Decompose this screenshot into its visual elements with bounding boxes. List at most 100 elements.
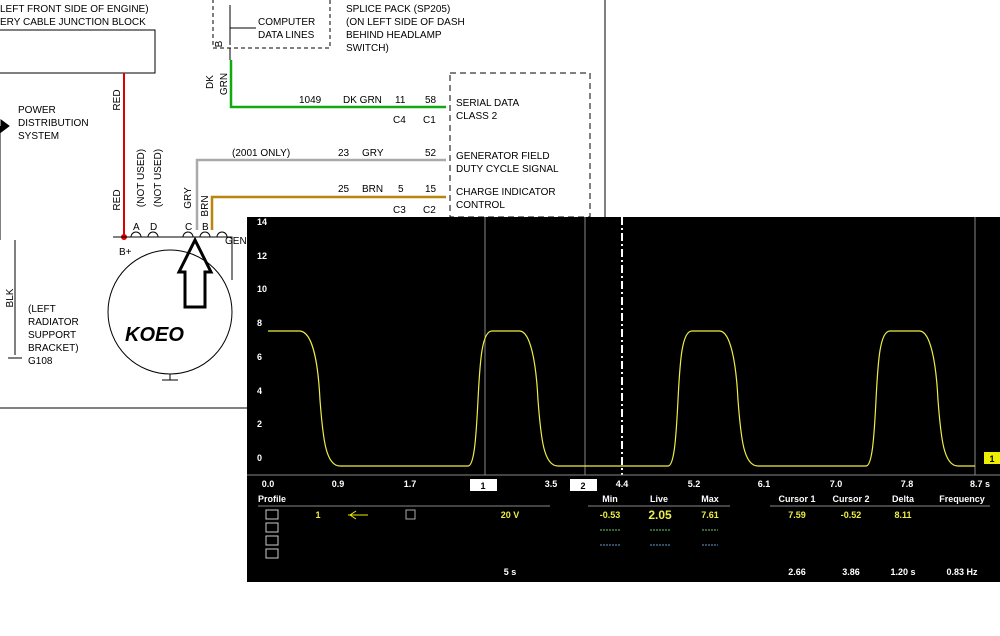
cell: -0.52 xyxy=(841,510,862,520)
label: BEHIND HEADLAMP xyxy=(346,30,442,41)
connector xyxy=(182,231,194,238)
cell: -0.53 xyxy=(600,510,621,520)
label: C xyxy=(185,222,192,233)
cell: 7.59 xyxy=(788,510,806,520)
label: COMPUTER xyxy=(258,17,315,28)
cursor-marker xyxy=(570,479,597,491)
connector xyxy=(199,231,211,238)
label: LEFT FRONT SIDE OF ENGINE) xyxy=(0,4,149,15)
label: DK GRN xyxy=(343,95,382,106)
cell: 20 V xyxy=(501,510,520,520)
label: DATA LINES xyxy=(258,30,315,41)
label: SYSTEM xyxy=(18,131,59,142)
label: CONTROL xyxy=(456,200,505,211)
cell: 1.20 s xyxy=(890,567,915,577)
label: (NOT USED) xyxy=(136,149,147,207)
arrow xyxy=(176,236,214,309)
generator-box xyxy=(113,236,233,280)
label: (ON LEFT SIDE OF DASH xyxy=(346,17,465,28)
annotation: KOEO xyxy=(125,324,184,346)
cell: 2.05 xyxy=(648,508,672,522)
junction-block xyxy=(0,29,156,74)
brown-wire xyxy=(210,195,446,230)
label: DUTY CYCLE SIGNAL xyxy=(456,164,559,175)
label: GRN xyxy=(219,73,230,95)
column-header: Cursor 2 xyxy=(832,494,869,504)
cell: 2.66 xyxy=(788,567,806,577)
label: (NOT USED) xyxy=(153,149,164,207)
label: C4 xyxy=(393,115,406,126)
cell: 3.86 xyxy=(842,567,860,577)
label: RED xyxy=(112,189,123,210)
label: 11 xyxy=(395,95,406,106)
label: 52 xyxy=(425,148,437,159)
label: BRACKET) xyxy=(28,343,79,354)
scope-panel xyxy=(247,217,1000,582)
label: 15 xyxy=(425,184,437,195)
x-tick-label: 3.5 xyxy=(545,479,558,489)
label: SWITCH) xyxy=(346,43,389,54)
label: SERIAL DATA xyxy=(456,98,519,109)
dashes xyxy=(600,529,718,546)
y-tick-label: 0 xyxy=(257,453,262,463)
connector xyxy=(147,231,159,238)
label: GENERATOR FIELD xyxy=(456,151,550,162)
connector xyxy=(130,231,142,238)
waveform xyxy=(268,330,975,467)
connector xyxy=(216,231,228,238)
x-tick-label: 0.9 xyxy=(332,479,345,489)
column-header: Profile xyxy=(258,494,286,504)
label: ERY CABLE JUNCTION BLOCK xyxy=(0,17,146,28)
label: POWER xyxy=(18,105,56,116)
label: B xyxy=(214,40,225,47)
label: SPLICE PACK (SP205) xyxy=(346,4,450,15)
y-tick-label: 10 xyxy=(257,284,267,294)
cursor-label: 1 xyxy=(480,481,485,491)
label: BRN xyxy=(200,195,211,216)
label: BLK xyxy=(5,288,16,307)
label: (LEFT xyxy=(28,304,56,315)
cursor-label: 2 xyxy=(580,481,585,491)
cell: 5 s xyxy=(504,567,517,577)
channel-label: 1 xyxy=(989,454,994,464)
column-header: Frequency xyxy=(939,494,985,504)
arrow-head xyxy=(0,119,10,133)
y-tick-label: 6 xyxy=(257,352,262,362)
label: DISTRIBUTION xyxy=(18,118,89,129)
column-header: Live xyxy=(650,494,668,504)
x-tick-label: 1.7 xyxy=(404,479,417,489)
column-header: Delta xyxy=(892,494,915,504)
label: GRY xyxy=(362,148,384,159)
column-header: Min xyxy=(602,494,618,504)
label: GEN xyxy=(225,236,247,247)
label: 58 xyxy=(425,95,437,106)
cursor-marker xyxy=(470,479,497,491)
y-tick-label: 2 xyxy=(257,419,262,429)
label: 23 xyxy=(338,148,350,159)
label: A xyxy=(133,222,140,233)
label: SUPPORT xyxy=(28,330,76,341)
label: CHARGE INDICATOR xyxy=(456,187,556,198)
x-tick-label: 0.0 xyxy=(262,479,275,489)
label: (2001 ONLY) xyxy=(232,148,290,159)
x-tick-label: 6.1 xyxy=(758,479,771,489)
x-tick-label: 4.4 xyxy=(616,479,629,489)
label: 5 xyxy=(398,184,404,195)
label: D xyxy=(150,222,157,233)
label: C3 xyxy=(393,205,406,216)
label: C2 xyxy=(423,205,436,216)
label: G108 xyxy=(28,356,53,367)
y-tick-label: 14 xyxy=(257,217,267,227)
icons xyxy=(265,509,416,559)
label: RED xyxy=(112,89,123,110)
x-tick-label: 7.8 xyxy=(901,479,914,489)
y-tick-label: 12 xyxy=(257,251,267,261)
column-header: Cursor 1 xyxy=(778,494,815,504)
label: C1 xyxy=(423,115,436,126)
cell: 1 xyxy=(315,510,320,520)
wiring-diagram xyxy=(0,0,606,409)
cell: 8.11 xyxy=(894,510,911,520)
label: BRN xyxy=(362,184,383,195)
